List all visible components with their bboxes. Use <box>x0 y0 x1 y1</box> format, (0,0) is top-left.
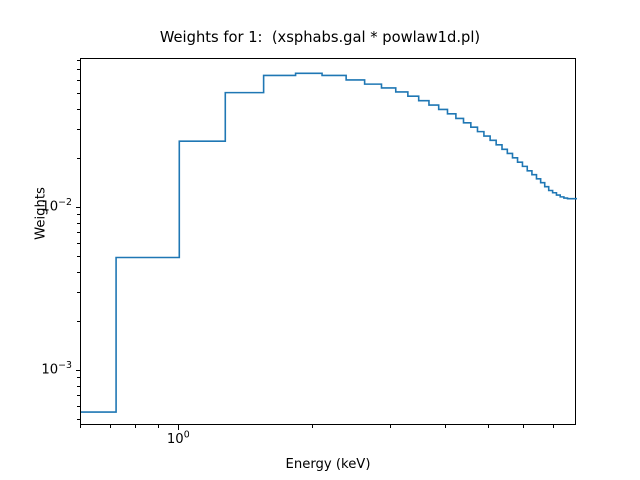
x-axis-minor-tick <box>135 425 137 428</box>
y-axis-minor-tick <box>77 292 80 294</box>
y-axis-minor-tick <box>77 395 80 397</box>
y-axis-minor-tick <box>77 222 80 224</box>
y-axis-minor-tick <box>77 129 80 131</box>
x-axis-label: Energy (keV) <box>285 457 371 472</box>
y-axis-minor-tick <box>77 320 80 322</box>
y-axis-tick-label: 10−3 <box>41 360 72 378</box>
y-axis-minor-tick <box>77 69 80 71</box>
chart-title: Weights for 1: (xsphabs.gal * powlaw1d.p… <box>159 29 481 46</box>
y-axis-minor-tick <box>77 59 80 61</box>
y-axis-tick-label: 10−2 <box>41 197 72 215</box>
x-axis-tick-label: 100 <box>166 429 190 447</box>
y-axis-minor-tick <box>77 406 80 408</box>
y-axis-minor-tick <box>77 80 80 82</box>
y-axis-minor-tick <box>77 157 80 159</box>
y-axis-minor-tick <box>77 214 80 216</box>
x-axis-major-tick <box>178 425 180 430</box>
x-axis-minor-tick <box>523 425 525 428</box>
data-layer <box>81 59 577 426</box>
plot-axes-frame <box>80 58 577 426</box>
y-axis-major-tick <box>75 206 80 208</box>
y-axis-minor-tick <box>77 232 80 234</box>
y-axis-minor-tick <box>77 243 80 245</box>
y-axis-minor-tick <box>77 108 80 110</box>
x-axis-minor-tick <box>109 425 111 428</box>
x-axis-minor-tick <box>445 425 447 428</box>
y-axis-major-tick <box>75 370 80 372</box>
x-axis-minor-tick <box>311 425 313 428</box>
x-axis-minor-tick <box>158 425 160 428</box>
weights-step-line <box>81 72 577 413</box>
y-axis-minor-tick <box>77 256 80 258</box>
x-axis-minor-tick <box>80 425 81 428</box>
x-axis-minor-tick <box>389 425 391 428</box>
x-axis-minor-tick <box>552 425 554 428</box>
x-axis-minor-tick <box>487 425 489 428</box>
y-axis-minor-tick <box>77 93 80 95</box>
y-axis-minor-tick <box>77 419 80 421</box>
y-axis-minor-tick <box>77 271 80 273</box>
y-axis-minor-tick <box>77 377 80 379</box>
y-axis-minor-tick <box>77 385 80 387</box>
